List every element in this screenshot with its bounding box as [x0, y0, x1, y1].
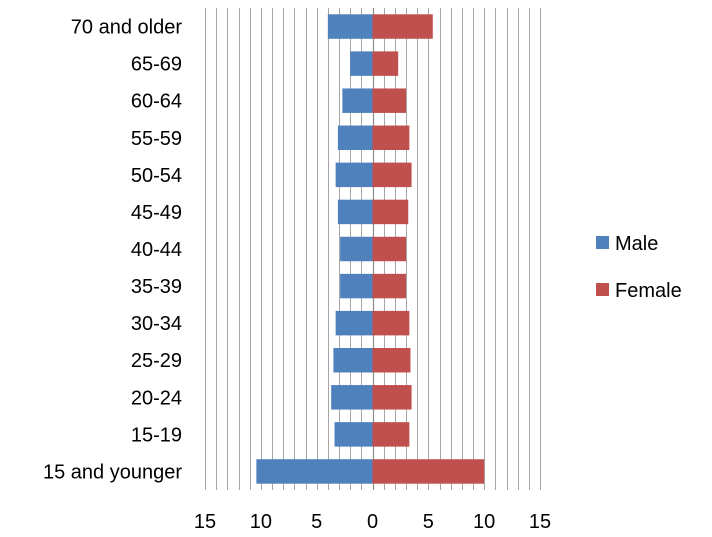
- bar-female: [372, 273, 406, 299]
- bar-female: [372, 422, 410, 447]
- category-label: 35-39: [131, 276, 182, 298]
- x-tick-label: 10: [250, 511, 272, 533]
- bar-male: [327, 14, 373, 39]
- legend: Male Female: [596, 233, 682, 302]
- bar-male: [350, 51, 373, 76]
- bars: [256, 14, 485, 484]
- bar-male: [337, 199, 373, 225]
- bar-female: [372, 236, 406, 262]
- legend-swatch-female: [596, 283, 609, 296]
- x-tick-label: 5: [311, 511, 322, 533]
- legend-swatch-male: [596, 236, 609, 249]
- category-label: 15 and younger: [43, 461, 182, 483]
- bar-male: [335, 310, 373, 336]
- bar-female: [372, 310, 410, 336]
- category-label: 40-44: [131, 239, 182, 261]
- bar-female: [372, 51, 399, 76]
- legend-label-female: Female: [615, 280, 682, 302]
- x-tick-label: 5: [423, 511, 434, 533]
- bar-male: [340, 273, 373, 299]
- category-label: 50-54: [131, 165, 182, 187]
- legend-label-male: Male: [615, 233, 658, 255]
- bar-female: [372, 88, 406, 113]
- bar-female: [372, 385, 412, 410]
- bar-male: [334, 422, 373, 447]
- bar-female: [372, 459, 485, 484]
- bar-female: [372, 14, 433, 39]
- x-tick-label: 15: [529, 511, 551, 533]
- category-label: 55-59: [131, 128, 182, 150]
- bar-male: [256, 459, 373, 484]
- category-axis-labels: 70 and older 65-69 60-64 55-59 50-54 45-49 40-…: [43, 17, 182, 484]
- category-label: 25-29: [131, 350, 182, 372]
- x-tick-label: 15: [194, 511, 216, 533]
- value-axis-labels: 15 10 5 0 5 10 15: [194, 511, 551, 533]
- x-tick-label: 0: [367, 511, 378, 533]
- category-label: 70 and older: [71, 17, 183, 39]
- bar-male: [340, 236, 373, 262]
- x-tick-label: 10: [473, 511, 495, 533]
- category-label: 20-24: [131, 387, 182, 409]
- bar-female: [372, 162, 412, 188]
- category-label: 30-34: [131, 313, 182, 335]
- category-label: 15-19: [131, 424, 182, 446]
- bar-female: [372, 125, 410, 151]
- bar-male: [335, 162, 373, 188]
- bar-male: [337, 125, 373, 151]
- bar-male: [342, 88, 373, 113]
- category-label: 60-64: [131, 91, 182, 113]
- category-label: 65-69: [131, 54, 182, 76]
- bar-female: [372, 199, 409, 225]
- category-label: 45-49: [131, 202, 182, 224]
- bar-female: [372, 347, 411, 373]
- bar-male: [333, 347, 373, 373]
- bar-male: [331, 385, 373, 410]
